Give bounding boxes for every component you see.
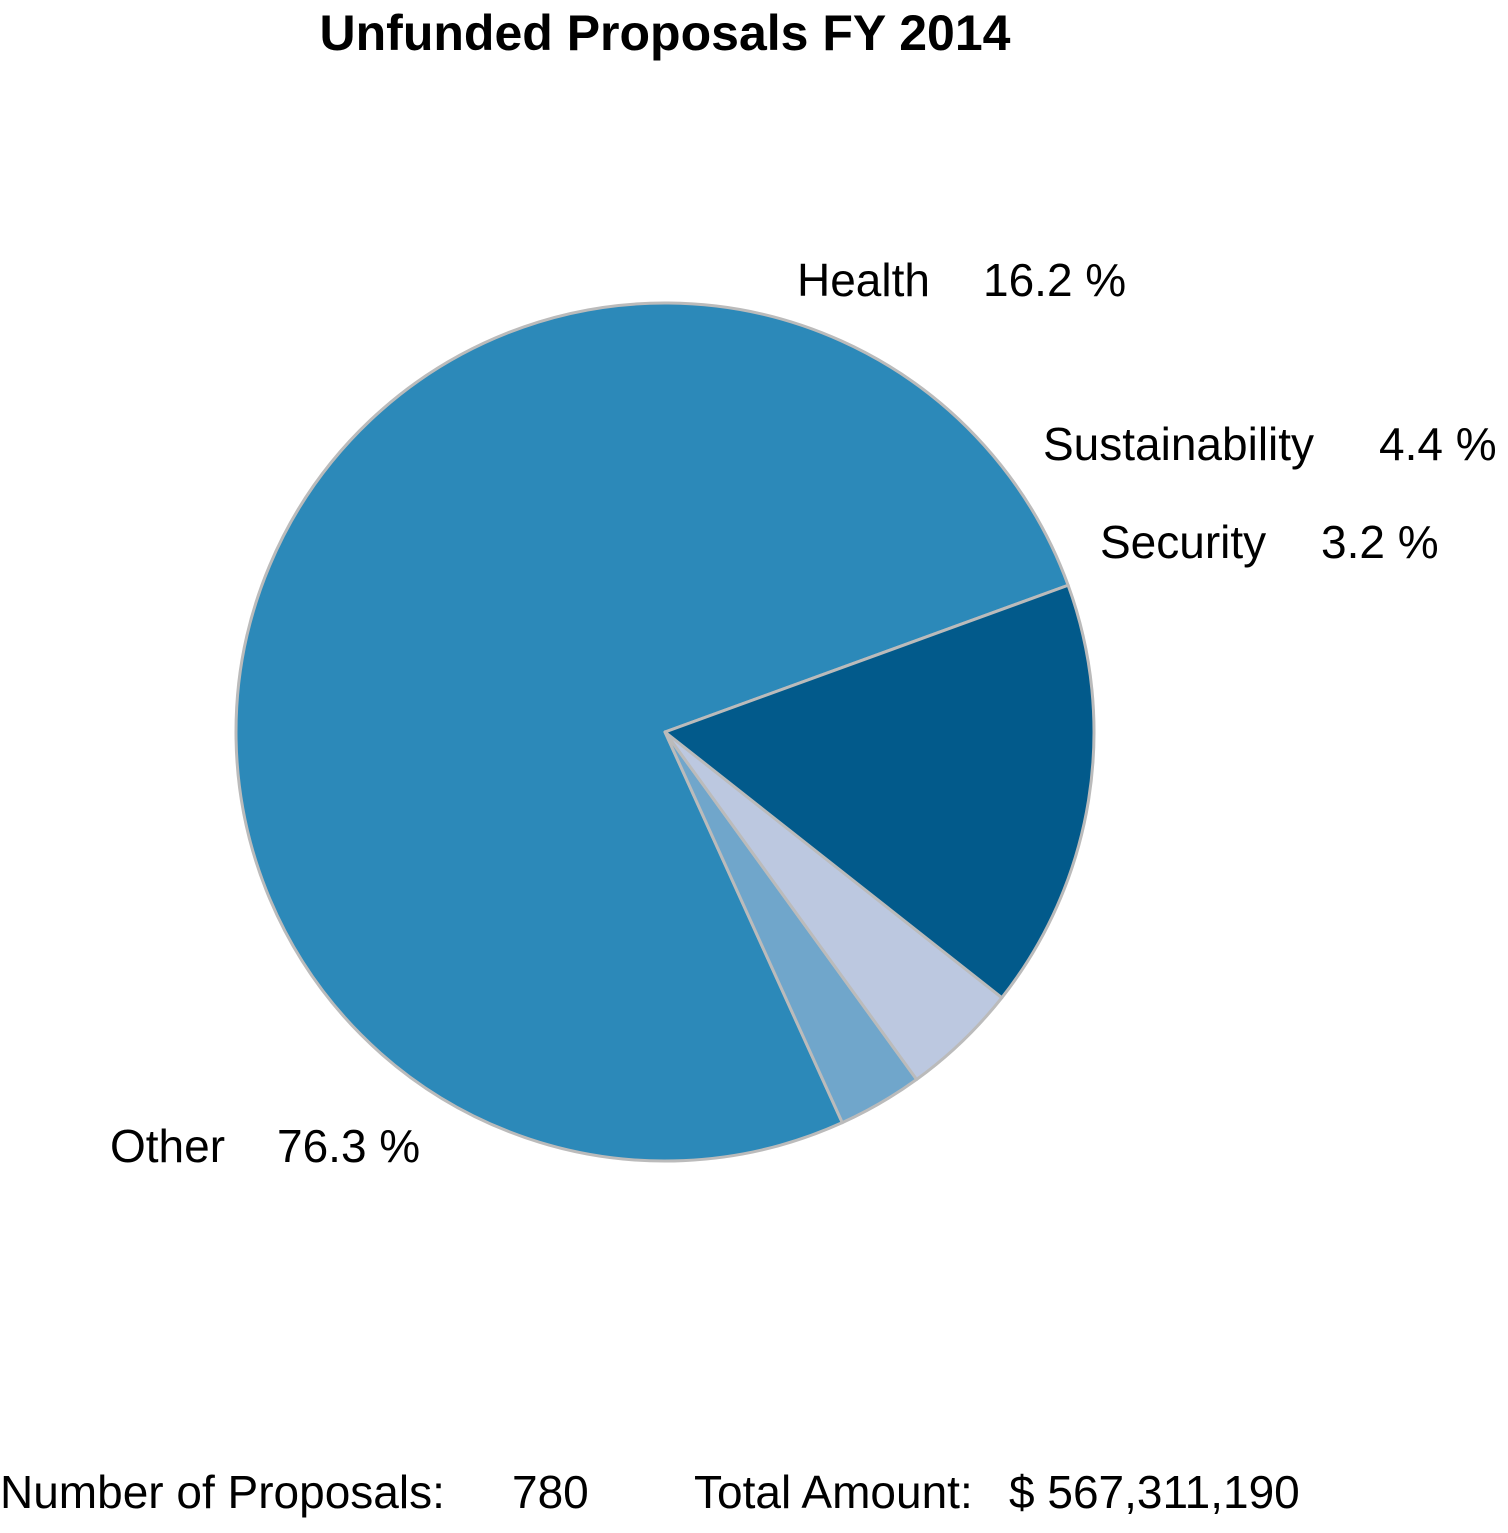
slice-percent-security: 3.2 % xyxy=(1321,516,1439,568)
footer-count-label: Number of Proposals: xyxy=(0,1466,445,1518)
footer-amount-value: $ 567,311,190 xyxy=(1009,1466,1300,1518)
pie-slice-health xyxy=(663,583,1096,1000)
pie-slice-other xyxy=(234,301,1070,1163)
slice-name-health: Health xyxy=(797,254,930,306)
footer-count: Number of Proposals: 780 xyxy=(0,1466,589,1518)
slice-name-security: Security xyxy=(1100,516,1266,568)
footer-count-value: 780 xyxy=(512,1466,589,1518)
slice-name-sustainability: Sustainability xyxy=(1043,418,1314,470)
chart-title: Unfunded Proposals FY 2014 xyxy=(320,5,1011,61)
slice-label-other: Other 76.3 % xyxy=(110,1120,420,1172)
slice-label-sustainability: Sustainability 4.4 % xyxy=(1043,418,1497,470)
slice-percent-sustainability: 4.4 % xyxy=(1379,418,1497,470)
slice-percent-other: 76.3 % xyxy=(277,1120,420,1172)
footer-amount-label: Total Amount: xyxy=(694,1466,973,1518)
slice-label-security: Security 3.2 % xyxy=(1100,516,1439,568)
slice-percent-health: 16.2 % xyxy=(983,254,1126,306)
footer-amount: Total Amount: $ 567,311,190 xyxy=(694,1466,1300,1518)
pie-slices xyxy=(234,301,1096,1163)
slice-label-health: Health 16.2 % xyxy=(797,254,1126,306)
slice-name-other: Other xyxy=(110,1120,225,1172)
